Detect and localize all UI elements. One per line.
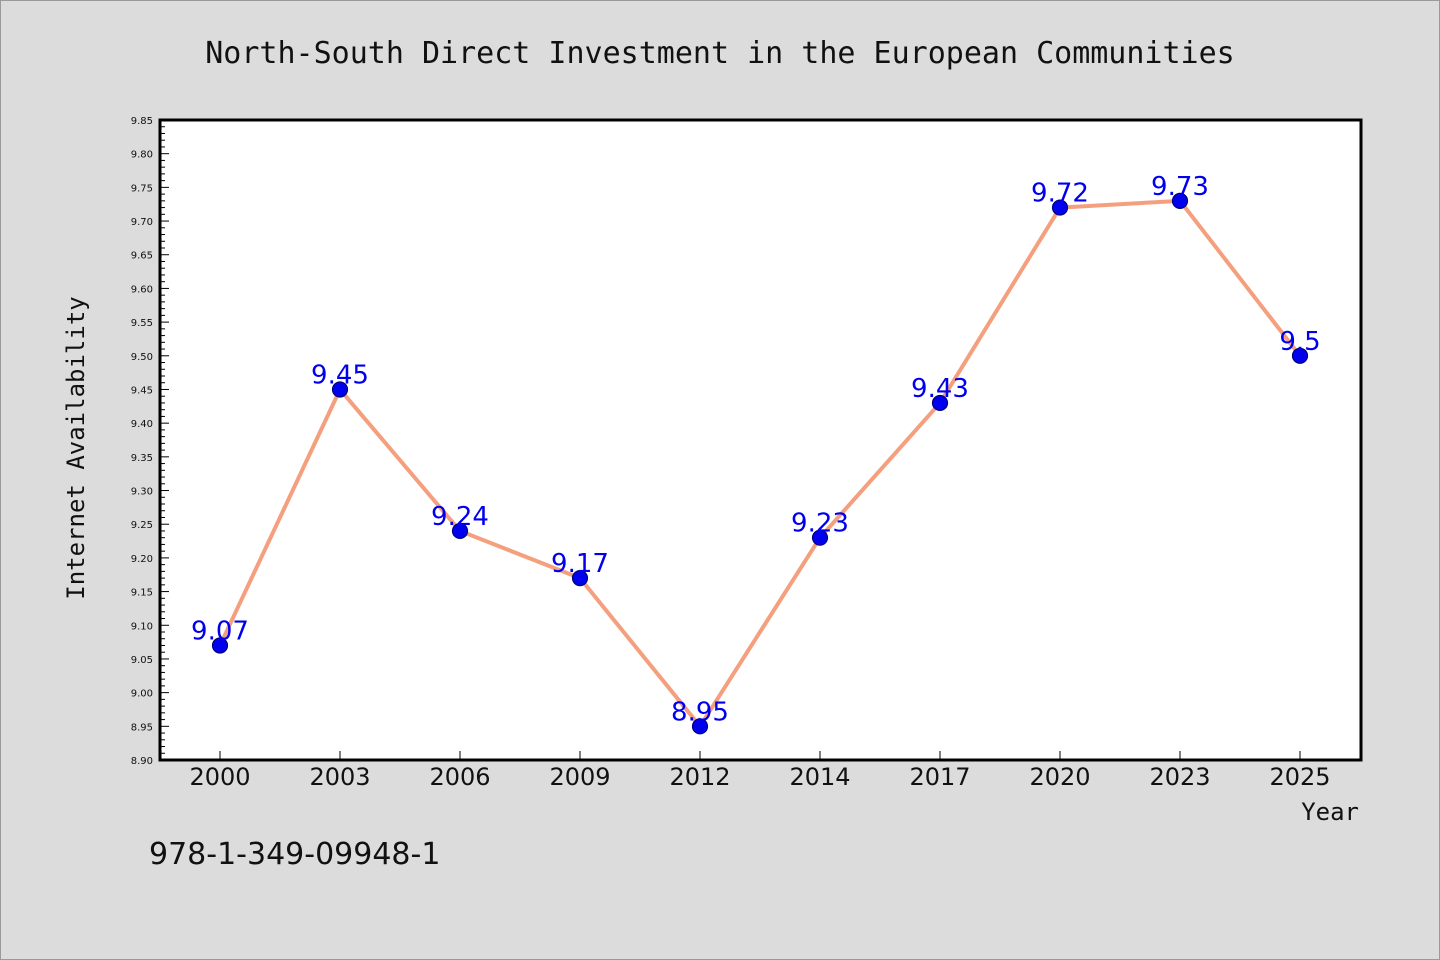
- y-tick-label: 9.15: [131, 588, 153, 599]
- y-tick-label: 9.50: [131, 352, 153, 363]
- x-axis-title: Year: [1301, 798, 1359, 826]
- data-point: [931, 394, 949, 412]
- y-tick-label: 9.80: [131, 150, 153, 161]
- y-tick-label: 9.55: [131, 318, 153, 329]
- x-tick-label: 2014: [789, 763, 850, 791]
- x-tick-label: 2023: [1149, 763, 1210, 791]
- y-tick-label: 9.00: [131, 689, 153, 700]
- data-point: [691, 718, 709, 735]
- y-tick-label: 8.90: [131, 756, 153, 767]
- isbn-text: 978-1-349-09948-1: [149, 837, 440, 872]
- data-label: 9.73: [1151, 172, 1209, 202]
- y-tick-label: 8.95: [131, 722, 153, 733]
- y-tick-label: 9.70: [131, 217, 153, 228]
- data-point: [571, 570, 589, 587]
- x-tick-label: 2020: [1029, 763, 1090, 791]
- x-tick-label: 2003: [309, 763, 370, 791]
- data-point: [1171, 192, 1189, 209]
- y-tick-label: 9.05: [131, 655, 153, 666]
- y-tick-label: 9.10: [131, 621, 153, 632]
- x-tick-label: 2006: [429, 763, 490, 791]
- x-tick-label: 2012: [669, 763, 730, 791]
- x-axis-ticks: 2000 2003 2006 2009 2012 2014 2017 2020 2023 2025: [189, 751, 1331, 791]
- y-tick-label: 9.45: [131, 385, 153, 396]
- data-label: 9.23: [791, 509, 849, 539]
- y-tick-label: 9.65: [131, 251, 153, 262]
- data-point: [211, 637, 229, 654]
- y-tick-label: 9.60: [131, 284, 153, 295]
- series-line: [218, 198, 1302, 729]
- x-tick-label: 2017: [909, 763, 970, 791]
- data-label: 9.72: [1031, 179, 1089, 209]
- y-tick-label: 9.35: [131, 453, 153, 464]
- data-label: 9.24: [431, 502, 489, 532]
- y-tick-label: 9.85: [131, 116, 153, 127]
- data-point: [1291, 347, 1309, 364]
- data-label: 9.45: [311, 360, 369, 390]
- y-tick-label: 9.75: [131, 183, 153, 194]
- data-point: [331, 381, 349, 398]
- y-axis-title: Internet Availability: [62, 296, 90, 599]
- plot-area: [158, 118, 1363, 762]
- x-tick-label: 2009: [549, 763, 610, 791]
- y-axis-ticks: 8.90 8.95 9.00 9.05 9.10 9.15 9.20 9.25 9.30 9.35…: [131, 116, 169, 767]
- series-group: 9.07 9.45 9.24 9.17 8.95 9.23 9.43 9.72 9.73 9.5: [191, 172, 1321, 735]
- data-point: [451, 522, 469, 540]
- data-label: 9.43: [911, 374, 969, 404]
- y-tick-label: 9.20: [131, 554, 153, 565]
- data-label: 9.17: [551, 549, 609, 579]
- x-tick-label: 2000: [189, 763, 250, 791]
- data-label: 8.95: [671, 697, 729, 727]
- y-tick-label: 9.25: [131, 520, 153, 531]
- y-tick-label: 9.40: [131, 419, 153, 430]
- data-label: 9.07: [191, 616, 249, 646]
- chart-title: North-South Direct Investment in the Eur…: [205, 36, 1235, 71]
- data-point: [1051, 199, 1069, 216]
- data-point: [811, 529, 829, 546]
- y-tick-label: 9.30: [131, 487, 153, 498]
- x-tick-label: 2025: [1269, 763, 1330, 791]
- data-label: 9.5: [1279, 327, 1320, 357]
